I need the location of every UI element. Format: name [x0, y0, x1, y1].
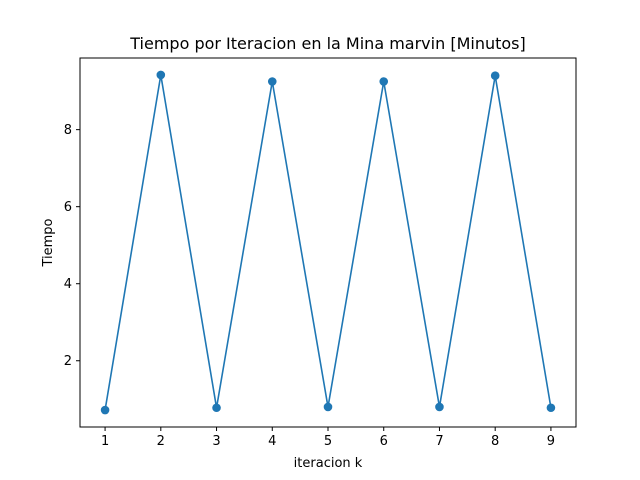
y-axis-label: Tiempo — [41, 218, 56, 267]
data-point — [212, 403, 221, 413]
chart-title: Tiempo por Iteracion en la Mina marvin [… — [129, 34, 525, 53]
x-tick-label: 9 — [547, 434, 555, 449]
x-tick-label: 3 — [212, 434, 220, 449]
data-point — [156, 70, 166, 80]
data-point — [267, 77, 277, 86]
data-point — [323, 402, 333, 412]
y-tick-label: 2 — [64, 354, 72, 369]
x-tick-label: 6 — [380, 434, 388, 449]
plot-area — [80, 58, 576, 427]
y-tick-label: 6 — [64, 200, 72, 215]
series-layer — [100, 70, 556, 415]
x-tick-label: 5 — [324, 434, 332, 449]
data-point — [490, 71, 500, 81]
x-tick-label: 2 — [157, 434, 165, 449]
x-tick-label: 8 — [491, 434, 499, 449]
plot-frame — [79, 57, 577, 428]
x-tick-label: 4 — [268, 434, 276, 449]
data-point — [100, 405, 110, 415]
y-axis-ticks: 2 4 6 8 — [64, 123, 80, 369]
y-tick-label: 4 — [64, 277, 72, 292]
x-tick-label: 1 — [101, 434, 109, 449]
y-tick-label: 8 — [64, 123, 72, 138]
x-axis-label: iteracion k — [294, 456, 363, 471]
x-axis-ticks: 1 2 3 4 5 6 7 8 9 — [101, 427, 555, 449]
data-point — [435, 402, 444, 412]
data-point — [379, 77, 389, 86]
x-tick-label: 7 — [435, 434, 443, 449]
data-point — [546, 403, 556, 413]
